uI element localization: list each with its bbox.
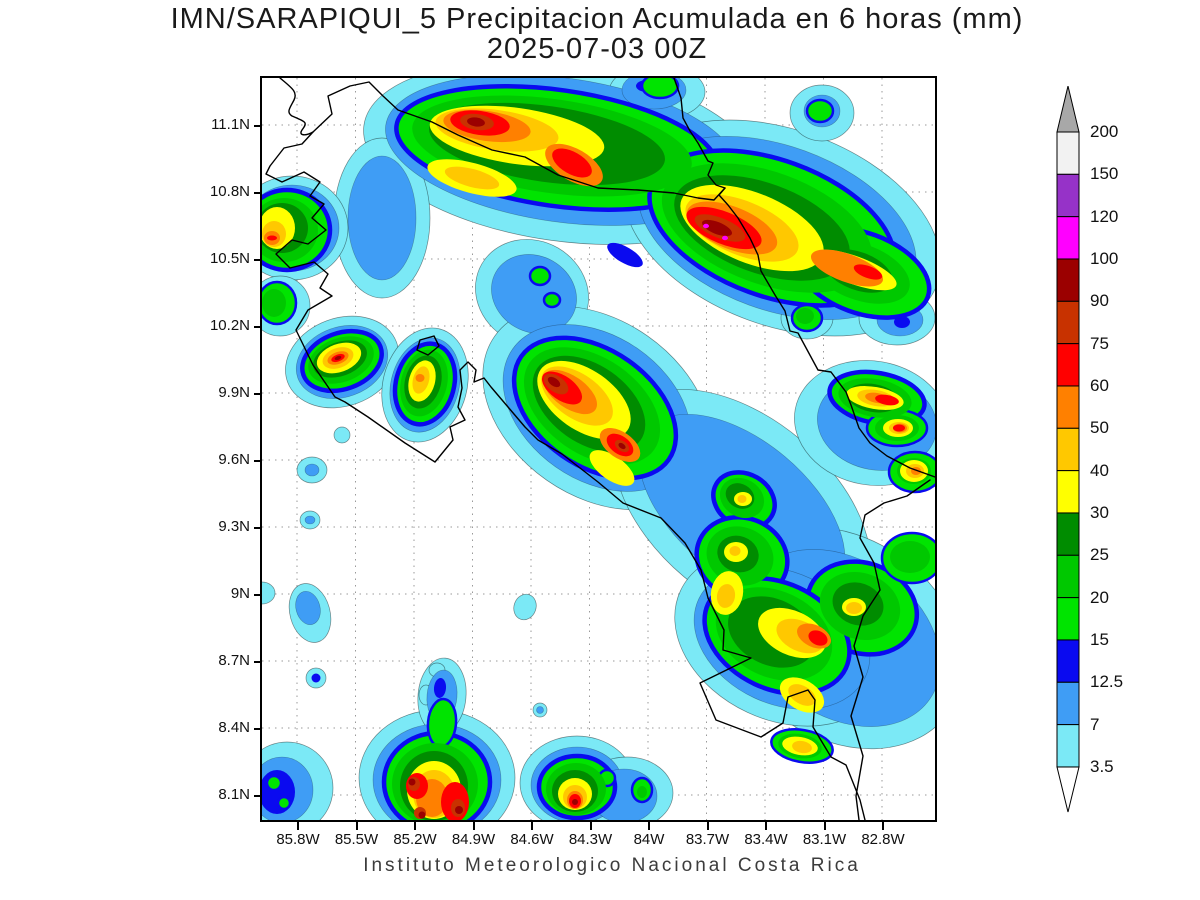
colorbar-segment <box>1056 173 1080 218</box>
colorbar-segment <box>1056 385 1080 429</box>
colorbar-label: 75 <box>1090 333 1109 353</box>
lat-tick <box>254 728 262 730</box>
map-title: IMN/SARAPIQUI_5 Precipitacion Acumulada … <box>170 3 1024 35</box>
lon-axis-label: 84W <box>633 831 665 848</box>
colorbar-segment <box>1056 597 1080 641</box>
map-frame <box>260 76 937 822</box>
colorbar-label: 120 <box>1090 206 1119 226</box>
colorbar-label: 30 <box>1090 502 1109 522</box>
lon-axis-label: 84.9W <box>451 831 496 848</box>
lon-axis-label: 85.2W <box>393 831 437 848</box>
lat-tick <box>254 795 262 797</box>
lat-axis-label: 8.7N <box>218 652 250 669</box>
precip-map-canvas <box>262 78 935 820</box>
lon-axis-label: 83.4W <box>744 831 788 848</box>
colorbar-segment <box>1056 724 1080 768</box>
colorbar-label: 3.5 <box>1090 756 1114 776</box>
lat-tick <box>254 594 262 596</box>
precip-shading <box>262 78 935 820</box>
lat-axis-label: 9.9N <box>218 384 250 401</box>
colorbar-segment <box>1056 427 1080 472</box>
lon-tick <box>589 822 592 830</box>
colorbar-segment <box>1056 216 1080 260</box>
lat-axis-label: 10.8N <box>209 183 250 200</box>
lat-tick <box>254 259 262 261</box>
lon-axis-label: 82.8W <box>861 831 905 848</box>
lon-tick <box>531 822 533 830</box>
lat-tick <box>254 192 262 194</box>
lon-tick <box>882 822 884 830</box>
lat-axis-label: 8.4N <box>218 719 250 736</box>
lat-axis-label: 8.1N <box>218 786 250 803</box>
colorbar: 200 150 120 100 90 75 60 50 40 30 25 20 15 12.5 7 3.5 <box>1056 85 1186 826</box>
lon-tick <box>648 822 650 830</box>
lon-tick <box>472 822 475 830</box>
lat-axis-label: 9N <box>230 585 250 602</box>
colorbar-segment <box>1056 131 1080 175</box>
lon-tick <box>355 822 358 830</box>
colorbar-over-arrow <box>1056 85 1080 133</box>
lon-tick <box>414 822 416 830</box>
coastline <box>265 78 935 820</box>
lat-axis-label: 10.5N <box>209 250 250 267</box>
lon-tick <box>765 822 767 830</box>
colorbar-label: 100 <box>1090 248 1119 268</box>
colorbar-segment <box>1056 258 1080 302</box>
lon-axis-label: 84.6W <box>510 831 554 848</box>
colorbar-graphic <box>1056 85 1080 813</box>
colorbar-label: 15 <box>1090 629 1109 649</box>
lat-axis-label: 9.6N <box>218 451 250 468</box>
lat-axis-label: 11.1N <box>211 116 250 133</box>
lat-tick <box>254 460 262 462</box>
colorbar-label: 200 <box>1090 122 1119 141</box>
colorbar-label: 50 <box>1090 418 1109 438</box>
colorbar-label: 12.5 <box>1090 672 1124 692</box>
colorbar-label: 25 <box>1090 545 1109 565</box>
lon-axis-label: 83.7W <box>685 831 730 848</box>
colorbar-segment <box>1056 300 1080 345</box>
colorbar-segment <box>1056 554 1080 599</box>
lon-axis-label: 85.5W <box>334 831 379 848</box>
lat-axis-label: 9.3N <box>218 518 250 535</box>
colorbar-label: 7 <box>1090 714 1100 734</box>
lon-axis-label: 84.3W <box>568 831 613 848</box>
lat-axis-label: 10.2N <box>209 317 250 334</box>
colorbar-segment <box>1056 470 1080 514</box>
lat-tick <box>254 125 262 127</box>
colorbar-label: 90 <box>1090 291 1109 311</box>
lat-tick <box>254 326 262 328</box>
lon-axis-label: 83.1W <box>802 831 847 848</box>
colorbar-segment <box>1056 512 1080 556</box>
colorbar-under-arrow <box>1056 766 1080 813</box>
lat-tick <box>254 393 262 395</box>
colorbar-segment <box>1056 681 1080 726</box>
lon-axis-label: 85.8W <box>276 831 320 848</box>
colorbar-label: 40 <box>1090 460 1109 480</box>
colorbar-label: 150 <box>1090 164 1119 184</box>
lon-tick <box>706 822 709 830</box>
lat-tick <box>254 527 262 529</box>
colorbar-label: 60 <box>1090 375 1109 395</box>
lon-tick <box>297 822 299 830</box>
colorbar-label: 20 <box>1090 587 1109 607</box>
colorbar-segment <box>1056 343 1080 387</box>
map-valid-time: 2025-07-03 00Z <box>486 33 708 65</box>
footer-credit: Instituto Meteorologico Nacional Costa R… <box>363 855 861 876</box>
lat-tick <box>254 661 262 663</box>
colorbar-segment <box>1056 639 1080 683</box>
lon-tick <box>823 822 826 830</box>
